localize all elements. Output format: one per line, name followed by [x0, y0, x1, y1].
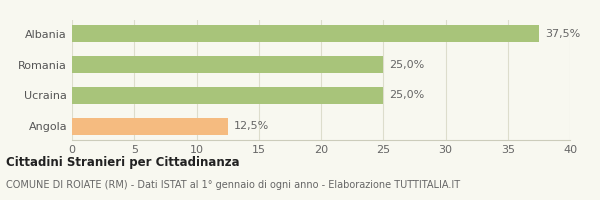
Text: COMUNE DI ROIATE (RM) - Dati ISTAT al 1° gennaio di ogni anno - Elaborazione TUT: COMUNE DI ROIATE (RM) - Dati ISTAT al 1°… — [6, 180, 460, 190]
Bar — [72, 56, 383, 73]
Bar — [72, 118, 227, 135]
Legend: Europa, Africa: Europa, Africa — [244, 0, 398, 3]
Bar — [72, 25, 539, 42]
Text: 12,5%: 12,5% — [234, 121, 269, 131]
Text: 37,5%: 37,5% — [545, 29, 580, 39]
Text: 25,0%: 25,0% — [389, 90, 425, 100]
Bar — [72, 87, 383, 104]
Text: 25,0%: 25,0% — [389, 60, 425, 70]
Text: Cittadini Stranieri per Cittadinanza: Cittadini Stranieri per Cittadinanza — [6, 156, 239, 169]
